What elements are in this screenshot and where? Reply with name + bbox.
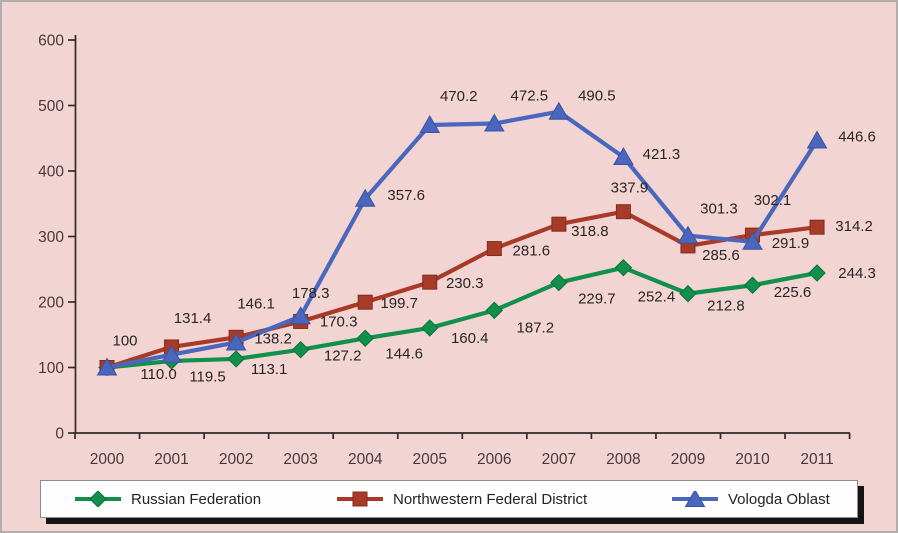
x-tick-label: 2003 xyxy=(283,451,317,468)
legend-item-vologda-oblast: Vologda Oblast xyxy=(671,481,830,517)
marker-northwestern-federal-district-2006 xyxy=(486,241,502,257)
marker-northwestern-federal-district-2011 xyxy=(809,219,825,235)
series-line-northwestern-federal-district xyxy=(104,209,820,370)
data-label-vologda-oblast-2009: 301.3 xyxy=(700,201,738,218)
marker-russian-federation-2008 xyxy=(614,258,633,277)
data-label-vologda-oblast-2001: 119.5 xyxy=(189,369,225,386)
data-label-vologda-oblast-2008: 421.3 xyxy=(643,146,681,163)
chart-legend: Russian Federation Northwestern Federal … xyxy=(40,480,858,518)
x-tick-label: 2002 xyxy=(219,451,253,468)
data-label-northwestern-federal-district-2011: 314.2 xyxy=(835,218,873,235)
data-label-vologda-oblast-2011: 446.6 xyxy=(838,128,876,145)
data-label-northwestern-federal-district-2010: 302.1 xyxy=(754,192,792,209)
marker-russian-federation-2009 xyxy=(679,284,697,303)
data-label-russian-federation-2009: 212.8 xyxy=(707,298,745,315)
marker-northwestern-federal-district-2004 xyxy=(357,294,373,310)
data-label-vologda-oblast-2004: 357.6 xyxy=(387,187,425,204)
data-label-northwestern-federal-district-2005: 230.3 xyxy=(446,275,484,292)
data-label-russian-federation-2001: 110.0 xyxy=(140,366,176,383)
data-label-northwestern-federal-district-2003: 170.3 xyxy=(320,313,358,330)
x-tick-label: 2009 xyxy=(671,451,705,468)
x-tick-label: 2010 xyxy=(735,451,770,468)
marker-northwestern-federal-district-2005 xyxy=(422,274,438,290)
data-label-russian-federation-2010: 225.6 xyxy=(774,284,812,301)
legend-label: Russian Federation xyxy=(131,490,262,508)
data-label-russian-federation-2004: 144.6 xyxy=(385,345,423,362)
data-label-vologda-oblast-2002: 138.2 xyxy=(254,330,292,347)
marker-russian-federation-2002 xyxy=(227,350,245,368)
data-label-russian-federation-2011: 244.3 xyxy=(838,265,876,282)
marker-northwestern-federal-district-2007 xyxy=(551,216,567,232)
y-tick-label: 500 xyxy=(38,98,64,115)
legend-item-russian-federation: Russian Federation xyxy=(74,481,261,517)
legend-swatch-square-icon xyxy=(337,491,383,507)
x-tick-label: 2001 xyxy=(154,451,188,468)
y-tick-label: 600 xyxy=(38,33,64,50)
legend-swatch-marker xyxy=(352,491,368,507)
series-line-russian-federation xyxy=(104,265,820,370)
marker-vologda-oblast-2008 xyxy=(613,147,634,166)
marker-vologda-oblast-2003 xyxy=(290,306,312,325)
y-tick-label: 200 xyxy=(38,295,64,312)
data-label-russian-federation-2005: 160.4 xyxy=(451,330,489,347)
data-label-vologda-oblast-2000: 100 xyxy=(112,333,137,350)
marker-northwestern-federal-district-2008 xyxy=(615,204,631,220)
marker-vologda-oblast-2000 xyxy=(96,357,118,376)
legend-swatch-diamond-icon xyxy=(75,491,121,507)
data-label-northwestern-federal-district-2004: 199.7 xyxy=(380,295,418,312)
marker-russian-federation-2004 xyxy=(356,329,374,347)
series-line-vologda-oblast xyxy=(104,109,820,370)
data-label-northwestern-federal-district-2007: 318.8 xyxy=(571,223,609,240)
data-label-russian-federation-2007: 229.7 xyxy=(578,291,616,308)
legend-swatch-triangle-icon xyxy=(672,491,718,507)
marker-vologda-oblast-2006 xyxy=(483,113,505,132)
data-label-vologda-oblast-2003: 178.3 xyxy=(292,285,330,302)
data-label-vologda-oblast-2010: 291.9 xyxy=(772,235,810,252)
x-tick-label: 2004 xyxy=(348,451,383,468)
marker-vologda-oblast-2010 xyxy=(742,231,763,250)
marker-vologda-oblast-2011 xyxy=(806,130,828,149)
data-label-northwestern-federal-district-2002: 146.1 xyxy=(237,295,275,312)
legend-label: Northwestern Federal District xyxy=(393,490,588,508)
y-tick-label: 0 xyxy=(55,426,64,443)
marker-vologda-oblast-2009 xyxy=(677,225,699,244)
data-label-russian-federation-2003: 127.2 xyxy=(324,348,362,365)
data-label-russian-federation-2008: 252.4 xyxy=(638,289,676,306)
data-label-russian-federation-2006: 187.2 xyxy=(517,319,555,336)
y-tick-label: 300 xyxy=(38,229,64,246)
marker-russian-federation-2006 xyxy=(485,301,504,320)
x-tick-label: 2007 xyxy=(542,451,576,468)
legend-label: Vologda Oblast xyxy=(728,490,830,508)
marker-vologda-oblast-2001 xyxy=(161,344,182,363)
marker-vologda-oblast-2007 xyxy=(548,101,570,120)
data-label-northwestern-federal-district-2009: 285.6 xyxy=(702,247,740,264)
x-tick-label: 2011 xyxy=(800,451,833,468)
x-tick-label: 2005 xyxy=(413,451,447,468)
marker-russian-federation-2007 xyxy=(550,273,568,292)
line-chart-plot-area: 0 100 200 300 400 500 600 2000 2001 2002 2003 2004 2… xyxy=(38,33,876,469)
data-label-vologda-oblast-2007: 490.5 xyxy=(578,88,616,105)
marker-russian-federation-2005 xyxy=(421,319,439,337)
y-tick-label: 100 xyxy=(38,360,64,377)
data-label-vologda-oblast-2005: 470.2 xyxy=(440,88,478,105)
marker-vologda-oblast-2005 xyxy=(419,115,441,134)
data-label-northwestern-federal-district-2001: 131.4 xyxy=(174,310,212,327)
marker-russian-federation-2010 xyxy=(743,276,762,294)
marker-vologda-oblast-2002 xyxy=(225,332,247,351)
marker-vologda-oblast-2004 xyxy=(354,188,376,207)
data-label-northwestern-federal-district-2006: 281.6 xyxy=(513,243,551,260)
y-tick-label: 400 xyxy=(38,164,64,181)
x-tick-label: 2000 xyxy=(90,451,125,468)
data-label-russian-federation-2002: 113.1 xyxy=(251,361,287,378)
marker-russian-federation-2003 xyxy=(291,340,310,359)
legend-item-northwestern-federal-district: Northwestern Federal District xyxy=(336,481,587,517)
legend-swatch-marker xyxy=(684,491,706,507)
x-tick-label: 2008 xyxy=(606,451,640,468)
x-tick-label: 2006 xyxy=(477,451,511,468)
marker-russian-federation-2011 xyxy=(808,264,826,282)
data-label-vologda-oblast-2006: 472.5 xyxy=(511,88,549,105)
data-label-northwestern-federal-district-2008: 337.9 xyxy=(611,180,649,197)
legend-swatch-marker xyxy=(89,491,107,507)
